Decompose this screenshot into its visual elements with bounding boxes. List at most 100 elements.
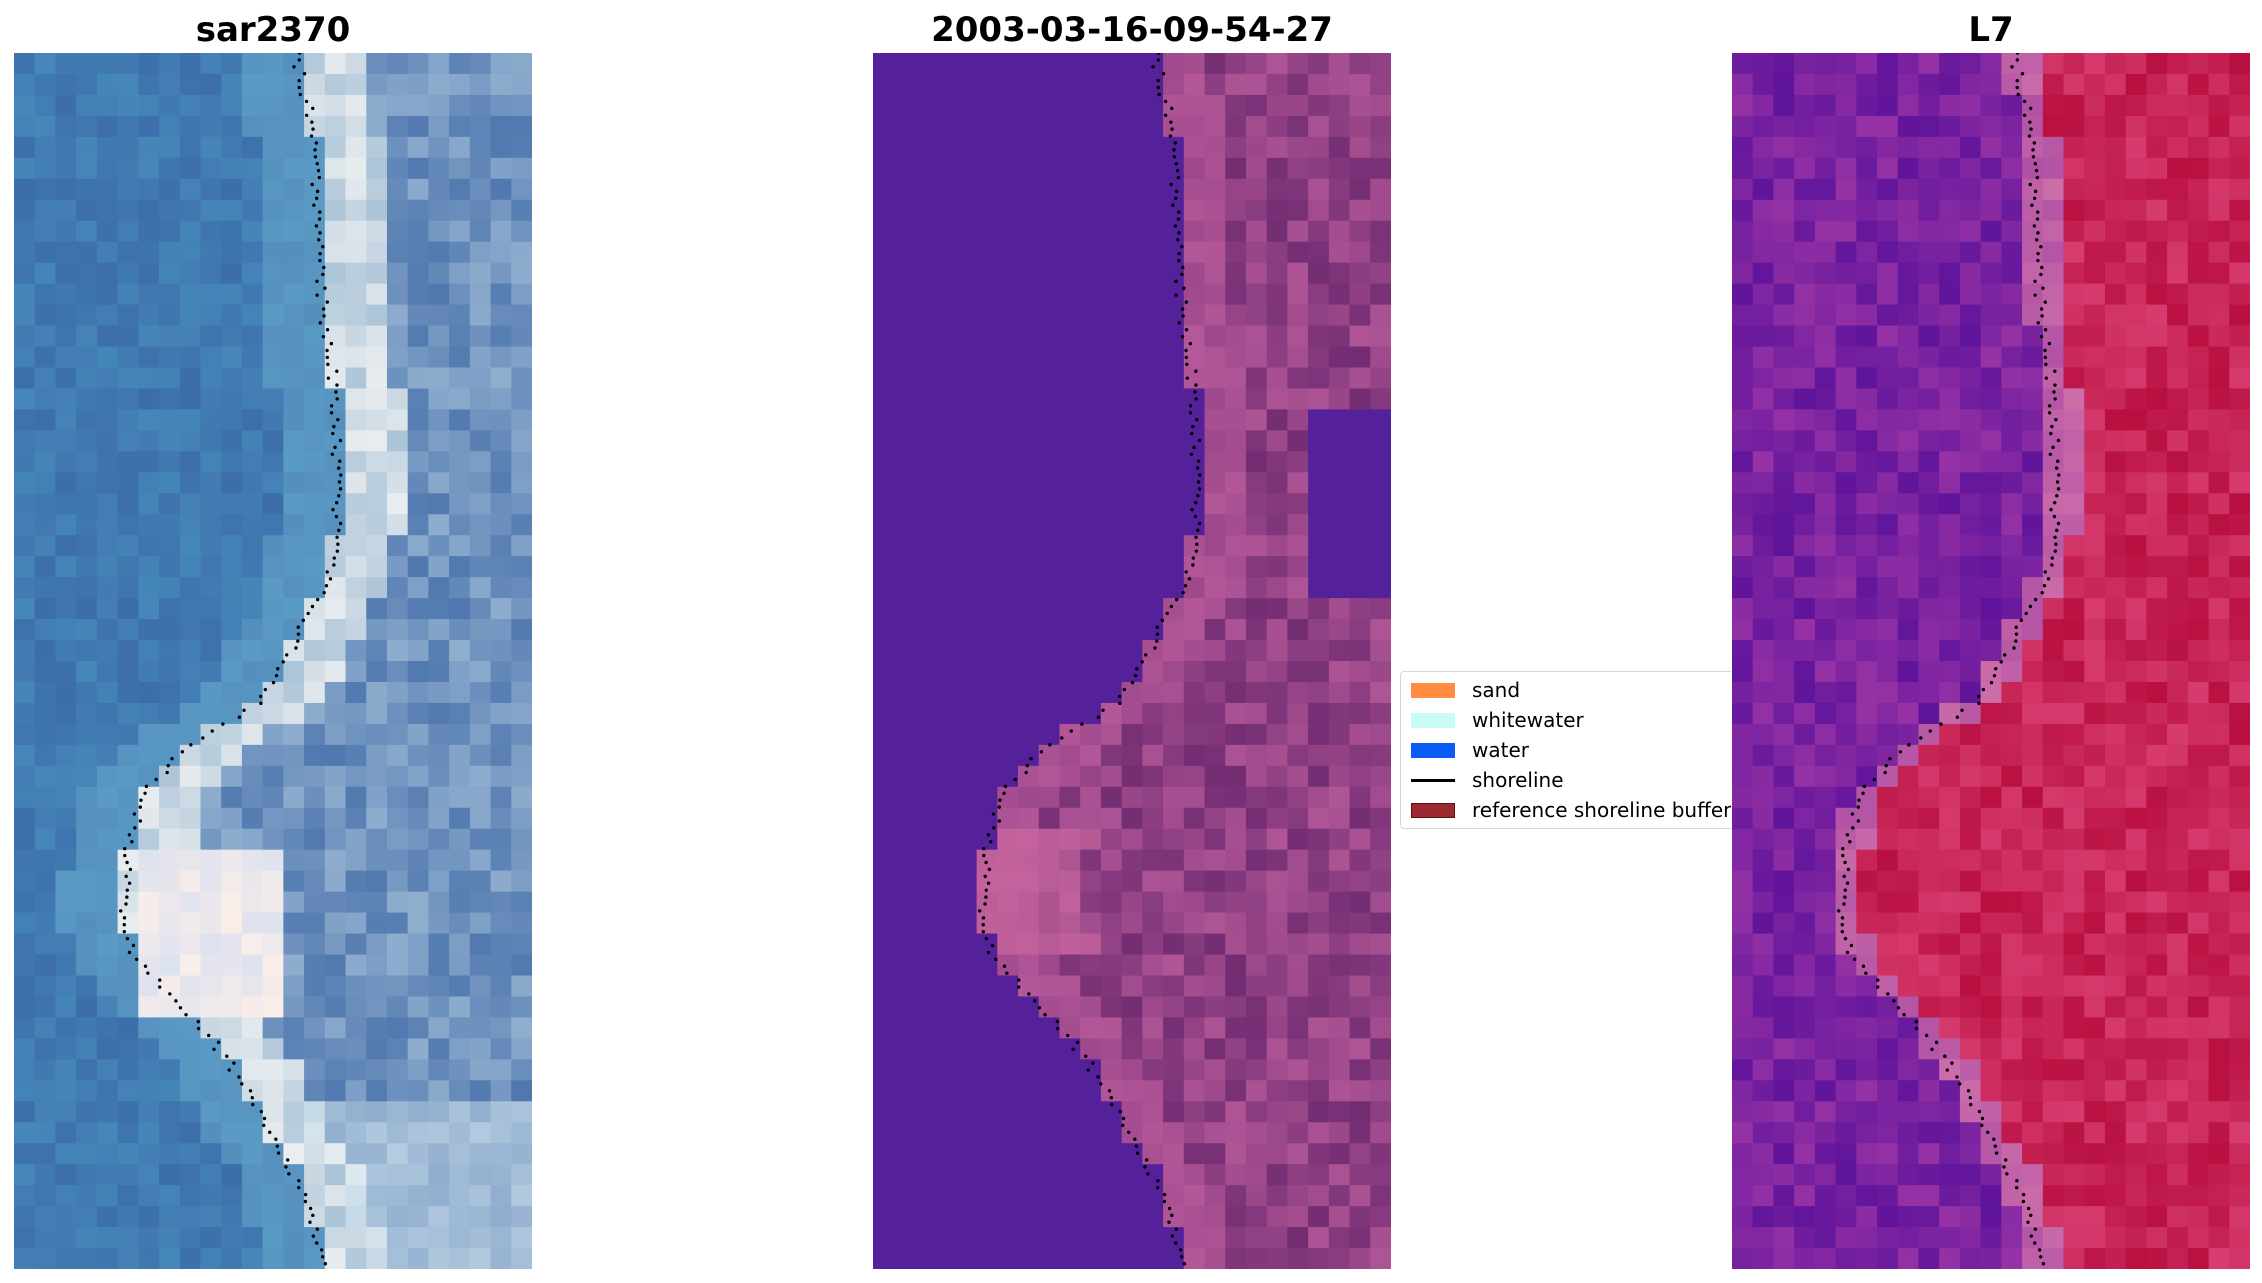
raster-pixel [469,556,492,578]
raster-pixel [1018,346,1040,369]
raster-pixel [1059,640,1081,662]
raster-pixel [1814,262,1837,285]
raster-pixel [241,744,264,767]
raster-pixel [386,975,409,998]
raster-pixel [914,283,936,306]
raster-pixel [1225,912,1247,935]
raster-pixel [1897,870,1920,893]
raster-pixel [221,912,243,935]
raster-pixel [2229,241,2250,264]
raster-pixel [345,388,367,411]
raster-pixel [449,828,471,851]
raster-pixel [1877,220,1899,243]
raster-pixel [1877,451,1899,473]
raster-pixel [2104,1122,2127,1144]
raster-pixel [1794,828,1816,851]
raster-pixel [138,283,160,306]
raster-pixel [1328,807,1351,830]
raster-pixel [1897,807,1920,830]
raster-pixel [1939,325,1961,348]
raster-pixel [893,178,916,201]
raster-pixel [1225,199,1247,222]
raster-pixel [1835,1206,1857,1228]
raster-pixel [1121,954,1143,977]
raster-pixel [1121,828,1143,851]
raster-pixel [1773,241,1795,264]
raster-pixel [511,283,532,306]
raster-pixel [1814,556,1837,578]
raster-pixel [366,1164,388,1186]
raster-pixel [1266,702,1288,725]
raster-pixel [179,1017,202,1039]
raster-pixel [283,1227,305,1249]
raster-pixel [1204,115,1226,138]
raster-pixel [138,136,160,159]
raster-pixel [14,619,36,641]
raster-pixel [2104,556,2127,578]
raster-pixel [1773,535,1795,557]
raster-pixel [2063,681,2085,704]
raster-pixel [200,241,222,264]
shoreline-point [989,840,993,844]
raster-pixel [893,933,916,956]
raster-pixel [304,1017,326,1039]
shoreline-point [1837,909,1841,913]
raster-pixel [1018,1227,1040,1249]
raster-pixel [893,1206,916,1228]
raster-pixel [976,1059,998,1081]
raster-pixel [1121,661,1143,683]
raster-pixel [1856,53,1878,75]
raster-pixel [955,1122,978,1144]
raster-pixel [1897,849,1920,872]
raster-pixel [1163,702,1185,725]
raster-pixel [262,199,284,222]
raster-pixel [1897,157,1920,180]
raster-pixel [1121,157,1143,180]
shoreline-point [296,625,300,629]
shoreline-point [259,1109,264,1114]
raster-pixel [304,828,326,851]
raster-pixel [1835,514,1857,536]
raster-pixel [935,870,957,893]
shoreline-point [310,120,314,124]
shoreline-point [336,417,340,422]
raster-pixel [914,870,936,893]
raster-pixel [1897,1080,1920,1102]
raster-pixel [241,157,264,180]
raster-pixel [1773,409,1795,431]
raster-pixel [1204,1122,1226,1144]
shoreline-point [1075,1040,1080,1045]
raster-pixel [490,1059,512,1081]
raster-pixel [1183,367,1206,390]
raster-pixel [1121,577,1143,599]
raster-pixel [1059,723,1081,746]
raster-pixel [34,1227,57,1249]
raster-pixel [1773,954,1795,977]
raster-pixel [935,765,957,788]
raster-pixel [2042,514,2065,536]
raster-pixel [1752,933,1775,956]
raster-pixel [1245,681,1268,704]
raster-pixel [2022,1017,2044,1039]
raster-pixel [407,73,429,96]
raster-pixel [1121,1080,1143,1102]
raster-pixel [469,954,492,977]
raster-pixel [221,619,243,641]
raster-pixel [345,744,367,767]
raster-pixel [1059,975,1081,998]
raster-pixel [2229,577,2250,599]
raster-pixel [179,870,202,893]
raster-pixel [1121,115,1143,138]
raster-pixel [1897,1164,1920,1186]
raster-pixel [1142,346,1164,369]
raster-pixel [2001,1101,2023,1123]
raster-pixel [1308,1038,1330,1060]
shoreline-point [1172,155,1177,159]
raster-pixel [2084,1059,2106,1081]
raster-pixel [1245,996,1268,1019]
raster-pixel [1349,514,1371,536]
shoreline-point [1156,1179,1160,1183]
raster-pixel [117,577,139,599]
raster-pixel [1918,954,1940,977]
raster-pixel [1100,241,1123,264]
